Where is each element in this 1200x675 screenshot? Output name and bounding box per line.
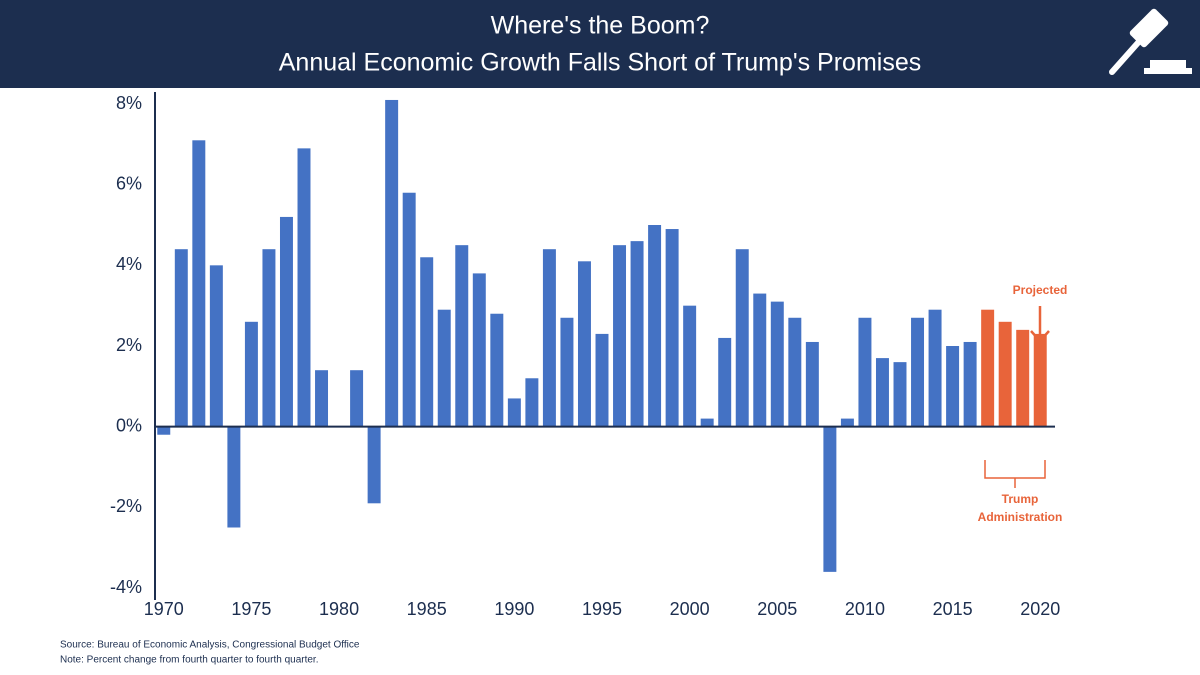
bar [875,358,889,427]
x-tick-label: 2020 [1020,599,1060,619]
bar [350,370,364,427]
bar [595,333,609,427]
gavel-icon [1109,8,1192,75]
bar [1033,333,1047,427]
bar [420,257,434,427]
bar [577,261,591,427]
administration-bracket [984,460,1046,479]
bar [630,241,644,427]
x-tick-label: 1985 [407,599,447,619]
chart-title: Where's the Boom? [491,12,710,40]
x-tick-label: 2005 [757,599,797,619]
annotation: Trump [1002,492,1039,506]
bar [192,140,206,427]
bar [718,337,732,427]
bar [788,317,802,427]
note: Note: Percent change from fourth quarter… [60,655,318,666]
annotation: Projected [1013,283,1068,297]
x-tick-label: 1980 [319,599,359,619]
bar [402,192,416,427]
bar [893,362,907,427]
bar [911,317,925,427]
bar [770,301,784,427]
x-tick-label: 1990 [494,599,534,619]
bar [946,346,960,427]
chart-subtitle: Annual Economic Growth Falls Short of Tr… [279,49,922,77]
bar [437,309,451,427]
x-tick-label: 1970 [144,599,184,619]
bar [840,418,854,427]
bar [525,378,539,427]
y-tick-label: 2% [116,335,142,355]
bar [613,245,627,427]
bar [279,216,293,427]
bar [227,426,241,528]
y-tick-label: -2% [110,496,142,516]
bar [244,321,258,427]
x-tick-label: 2015 [933,599,973,619]
bar [157,426,171,435]
bar [507,398,521,427]
y-tick-label: -4% [110,577,142,597]
bar [753,293,767,427]
x-tick-label: 2010 [845,599,885,619]
bar [542,249,556,427]
bar [315,370,329,427]
bar [823,426,837,572]
y-tick-label: 8% [116,93,142,113]
bar [1016,329,1030,427]
bar [805,341,819,427]
bar [998,321,1012,427]
x-tick-label: 1975 [231,599,271,619]
bar [560,317,574,427]
bar [297,148,311,427]
bar [209,265,223,427]
bar [928,309,942,427]
bar [963,341,977,427]
annotation: Administration [978,510,1063,524]
bar [367,426,381,504]
source-note: Source: Bureau of Economic Analysis, Con… [60,640,360,651]
y-tick-label: 0% [116,415,142,435]
bar [683,305,697,427]
bar [700,418,714,427]
bar [262,249,276,427]
bar [490,313,504,427]
bar [858,317,872,427]
bar [385,99,399,427]
x-tick-label: 2000 [670,599,710,619]
bar [735,249,749,427]
bar [455,245,469,427]
x-tick-label: 1995 [582,599,622,619]
header-band [0,0,1200,88]
bar [981,309,995,427]
bar [665,229,679,427]
bar [472,273,486,427]
bar [648,225,662,427]
bar [174,249,188,427]
y-tick-label: 4% [116,254,142,274]
y-tick-label: 6% [116,173,142,193]
